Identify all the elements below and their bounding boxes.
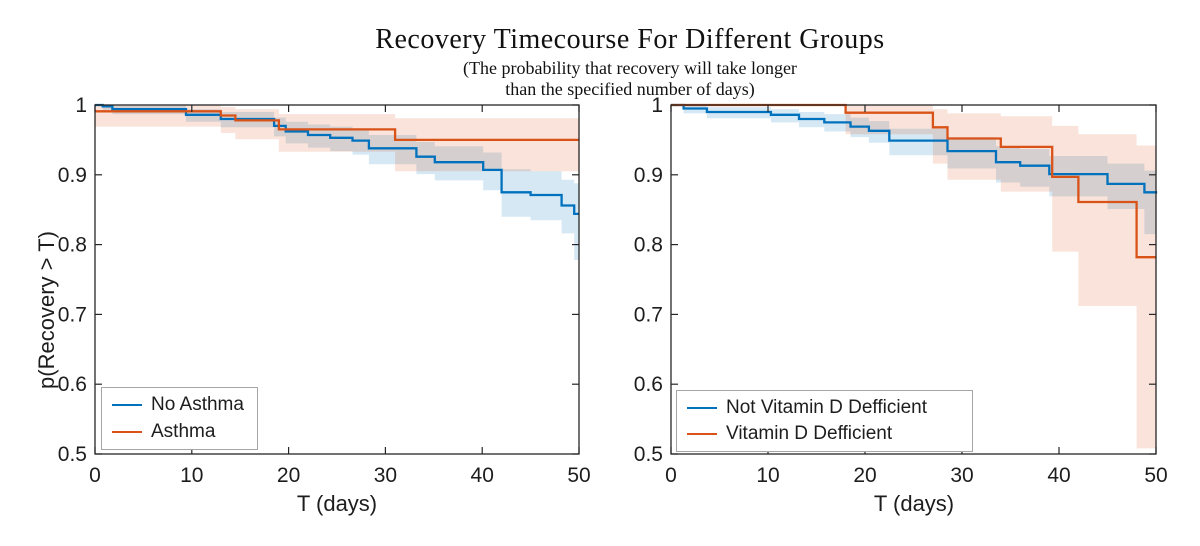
y-tick-label: 0.8	[634, 234, 663, 257]
ci-band	[671, 105, 1156, 237]
x-tick-label: 10	[756, 464, 779, 487]
y-tick-label: 0.9	[58, 164, 87, 187]
legend-item-no-asthma: No Asthma	[112, 392, 247, 419]
page-subtitle-line2: than the specified number of days)	[505, 79, 755, 99]
y-tick-label: 0.7	[634, 303, 663, 326]
y-tick-label: 1	[651, 94, 663, 117]
x-tick-label: 0	[665, 464, 677, 487]
y-axis-label: p(Recovery > T)	[34, 231, 59, 389]
axes-frame	[94, 104, 580, 455]
legend-right: Not Vitamin D Defficient Vitamin D Deffi…	[676, 390, 973, 452]
legend-label: No Asthma	[151, 394, 244, 416]
page-subtitle-line1: (The probability that recovery will take…	[463, 58, 797, 78]
legend-left: No Asthma Asthma	[101, 387, 258, 450]
series-line	[95, 103, 579, 216]
not-vitamin-d-defficient-line-swatch	[687, 407, 717, 409]
y-tick-label: 1	[75, 94, 87, 117]
y-tick-label: 0.6	[634, 373, 663, 396]
y-tick-label: 0.5	[634, 443, 663, 466]
legend-item-vitamin-d-defficient: Vitamin D Defficient	[687, 421, 962, 447]
y-tick-label: 0.5	[58, 443, 87, 466]
page-title: Recovery Timecourse For Different Groups	[375, 24, 885, 55]
series-line	[95, 110, 579, 142]
x-tick-label: 10	[180, 464, 203, 487]
series-line	[671, 103, 1156, 259]
y-tick-label: 0.8	[58, 234, 87, 257]
x-axis-label-left: T (days)	[296, 491, 378, 516]
legend-item-not-vitamin-d-defficient: Not Vitamin D Defficient	[687, 395, 962, 421]
y-tick-label: 0.7	[58, 303, 87, 326]
x-tick-label: 50	[1144, 464, 1167, 487]
legend-label: Asthma	[151, 420, 216, 442]
asthma-line-swatch	[112, 430, 142, 433]
series-line	[671, 103, 1158, 194]
x-tick-label: 50	[567, 464, 590, 487]
axes-frame	[670, 104, 1157, 455]
x-tick-label: 40	[471, 464, 494, 487]
legend-item-asthma: Asthma	[112, 419, 247, 446]
x-tick-label: 20	[277, 464, 300, 487]
x-tick-label: 30	[374, 464, 397, 487]
no-asthma-line-swatch	[112, 404, 142, 407]
legend-label: Vitamin D Defficient	[726, 423, 893, 444]
x-axis-label-right: T (days)	[873, 491, 955, 516]
x-tick-label: 40	[1047, 464, 1070, 487]
y-tick-label: 0.9	[634, 164, 663, 187]
x-tick-label: 0	[89, 464, 101, 487]
y-tick-label: 0.6	[58, 373, 87, 396]
legend-label: Not Vitamin D Defficient	[726, 397, 927, 418]
x-tick-label: 20	[853, 464, 876, 487]
vitamin-d-defficient-line-swatch	[687, 433, 717, 435]
ci-band	[671, 105, 1156, 449]
ci-band	[95, 105, 579, 260]
x-tick-label: 30	[950, 464, 973, 487]
